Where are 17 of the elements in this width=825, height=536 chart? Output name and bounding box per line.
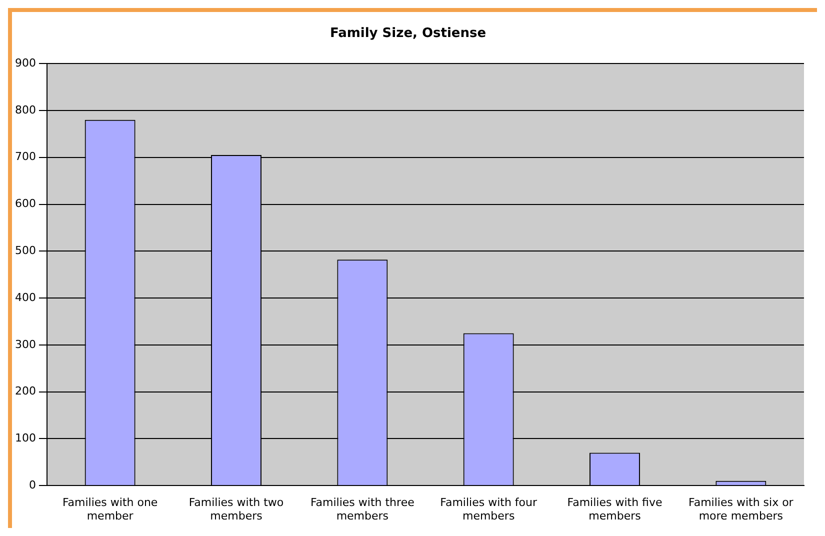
y-tick-label: 600 [14,197,36,210]
y-tick-label: 500 [14,244,36,258]
x-tick-label: Families with two members [188,496,284,522]
y-tick-label: 900 [14,56,36,70]
y-tick-label: 100 [14,432,36,445]
y-tick-label: 700 [14,150,36,164]
y-tick-label: 0 [28,478,36,492]
y-tick-label: 200 [14,384,36,398]
x-tick-label: Families with three members [310,496,415,522]
x-tick-label: Families with one member [62,496,158,522]
x-tick-label: Families with six or more members [688,496,794,522]
x-tick-label: Families with four members [440,496,538,522]
y-tick-label: 800 [14,103,36,116]
x-tick-label: Families with five members [567,496,662,522]
y-tick-label: 300 [14,338,36,351]
y-tick-label: 400 [14,290,36,304]
chart-title: Family Size, Ostiense [330,26,486,42]
